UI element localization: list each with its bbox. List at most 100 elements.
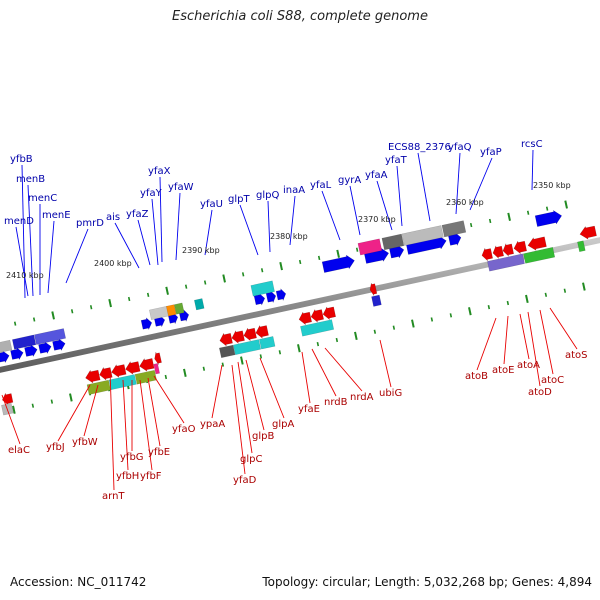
leader-line xyxy=(137,219,151,266)
leader-line xyxy=(114,222,140,269)
reverse-gene-arrow xyxy=(481,247,493,262)
leader-line xyxy=(175,192,181,261)
gene-label-yfaP: yfaP xyxy=(480,147,502,158)
forward-gene-arrow xyxy=(38,341,52,355)
reverse-gene-arrow xyxy=(310,308,324,323)
lower-row-tick xyxy=(316,341,320,347)
leader-line xyxy=(376,180,393,231)
upper-row-tick xyxy=(146,292,150,297)
forward-gene-arrow xyxy=(140,317,153,331)
gene-label-yfaL: yfaL xyxy=(310,180,332,191)
lower-row-tick xyxy=(202,366,206,371)
lower-row-tick xyxy=(582,282,586,291)
leader-line xyxy=(379,339,392,388)
reverse-gene-arrow xyxy=(154,351,162,365)
upper-row-tick xyxy=(488,218,492,224)
lower-row-tick xyxy=(335,337,339,343)
leader-line xyxy=(531,149,534,191)
forward-gene-arrow xyxy=(275,287,287,302)
reverse-gene-arrow xyxy=(369,282,378,296)
gene-label-yfaY: yfaY xyxy=(140,188,163,199)
gene-label-yfbW: yfbW xyxy=(72,437,98,448)
upper-row-tick xyxy=(469,222,473,228)
leader-line xyxy=(122,379,129,471)
leader-line xyxy=(204,209,213,256)
kbp-tick-label: 2350 kbp xyxy=(533,181,571,190)
gene-label-yfaA: yfaA xyxy=(365,170,388,181)
lower-row-tick xyxy=(297,344,301,353)
gene-label-gyrA: gyrA xyxy=(338,175,361,186)
forward-feature-block xyxy=(441,220,467,238)
reverse-feature-block xyxy=(219,344,236,359)
gene-label-ubiG: ubiG xyxy=(379,388,402,399)
reverse-gene-arrow xyxy=(298,311,312,326)
gene-label-yfaD: yfaD xyxy=(233,475,257,486)
forward-feature-block xyxy=(194,298,205,311)
lower-row-tick xyxy=(69,393,73,402)
gene-label-yfbF: yfbF xyxy=(140,471,162,482)
leader-line xyxy=(231,364,246,475)
kbp-tick-label: 2390 kbp xyxy=(182,246,220,255)
leader-line xyxy=(27,184,34,297)
forward-gene-arrow xyxy=(534,209,563,227)
lower-row-tick xyxy=(525,294,529,304)
forward-gene-arrow xyxy=(24,344,38,358)
gene-label-pmrD: pmrD xyxy=(76,218,104,229)
reverse-gene-arrow xyxy=(85,369,101,384)
leader-line xyxy=(417,152,431,222)
reverse-feature-block xyxy=(300,319,335,337)
leader-line xyxy=(65,228,89,284)
leader-line xyxy=(396,165,403,227)
gene-label-nrdB: nrdB xyxy=(324,397,348,408)
reverse-gene-arrow xyxy=(492,244,504,260)
forward-gene-arrow xyxy=(0,350,10,364)
reverse-gene-arrow xyxy=(502,242,514,258)
leader-line xyxy=(349,185,361,236)
leader-line xyxy=(527,311,541,387)
gene-label-ais: ais xyxy=(106,212,120,223)
genome-backbone xyxy=(0,237,600,373)
leader-line xyxy=(469,157,493,211)
reverse-feature-block xyxy=(259,336,276,350)
gene-label-yfaQ: yfaQ xyxy=(448,142,472,153)
forward-feature-block xyxy=(34,328,66,345)
reverse-gene-arrow xyxy=(527,236,547,251)
upper-row-tick xyxy=(51,311,55,320)
lower-row-tick xyxy=(183,368,187,377)
forward-feature-block xyxy=(357,238,383,256)
gene-label-elaC: elaC xyxy=(8,445,30,456)
reverse-gene-arrow xyxy=(243,327,257,342)
gene-label-glpB: glpB xyxy=(252,431,274,442)
upper-row-tick xyxy=(545,206,549,211)
forward-gene-arrow xyxy=(10,347,24,361)
upper-row-tick xyxy=(70,309,74,314)
gene-label-yfbB: yfbB xyxy=(10,154,33,165)
reverse-gene-arrow xyxy=(513,240,527,255)
gene-label-yfaZ: yfaZ xyxy=(126,209,149,220)
leader-line xyxy=(549,307,578,350)
backbone-bar xyxy=(0,237,600,373)
reverse-feature-block xyxy=(86,379,111,395)
reverse-gene-arrow xyxy=(99,366,113,381)
forward-gene-arrow xyxy=(52,338,66,352)
leader-line xyxy=(267,200,271,253)
lower-row-tick xyxy=(506,300,510,306)
reverse-feature-block xyxy=(233,339,262,356)
lower-row-tick xyxy=(373,329,377,334)
forward-feature-block xyxy=(250,280,275,297)
lower-row-tick xyxy=(50,399,54,404)
gene-label-menC: menC xyxy=(28,193,57,204)
gene-label-yfbH: yfbH xyxy=(116,471,139,482)
upper-row-tick xyxy=(13,321,17,326)
lower-row-tick xyxy=(544,292,548,297)
lower-row-tick xyxy=(354,331,358,340)
forward-feature-block xyxy=(149,305,170,320)
gene-label-atoD: atoD xyxy=(528,387,552,398)
gene-label-yfaW: yfaW xyxy=(168,182,194,193)
lower-row-tick xyxy=(221,362,225,367)
upper-row-tick xyxy=(127,296,131,302)
gene-label-yfaT: yfaT xyxy=(385,155,408,166)
gene-label-glpA: glpA xyxy=(272,419,294,430)
